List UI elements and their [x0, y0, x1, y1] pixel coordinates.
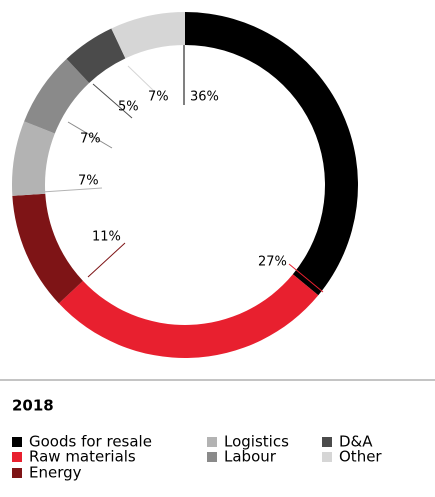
donut-segment	[12, 193, 83, 304]
donut-segment	[24, 58, 90, 134]
legend-label: Raw materials	[29, 448, 136, 466]
leader-line	[288, 263, 324, 293]
legend-label: Goods for resale	[29, 433, 152, 451]
donut-segment	[111, 12, 185, 59]
legend-swatch	[207, 437, 217, 447]
leader-line	[92, 83, 133, 119]
donut-segment	[58, 274, 319, 358]
legend-swatch	[12, 452, 22, 462]
leader-line	[41, 187, 103, 193]
donut-segment	[66, 28, 126, 83]
legend-swatch	[322, 452, 332, 462]
data-label: 11%	[92, 230, 121, 245]
data-label: 36%	[190, 90, 219, 105]
legend-label: Other	[339, 448, 382, 466]
legend-swatch	[12, 468, 22, 478]
leader-line	[127, 65, 156, 93]
donut-segment	[185, 12, 358, 296]
donut-segment	[12, 121, 55, 196]
data-label: 5%	[118, 100, 139, 115]
legend-label: D&A	[339, 433, 373, 451]
legend-label: Logistics	[224, 433, 289, 451]
legend-swatch	[207, 452, 217, 462]
legend-swatch	[322, 437, 332, 447]
chart-title: 2018	[12, 397, 54, 415]
data-label: 27%	[258, 255, 287, 270]
legend-label: Labour	[224, 448, 277, 466]
data-label: 7%	[78, 174, 99, 189]
leader-line	[87, 242, 126, 278]
data-label: 7%	[80, 132, 101, 147]
legend-swatch	[12, 437, 22, 447]
data-label: 7%	[148, 90, 169, 105]
leader-line	[67, 121, 113, 149]
legend-label: Energy	[29, 464, 82, 482]
